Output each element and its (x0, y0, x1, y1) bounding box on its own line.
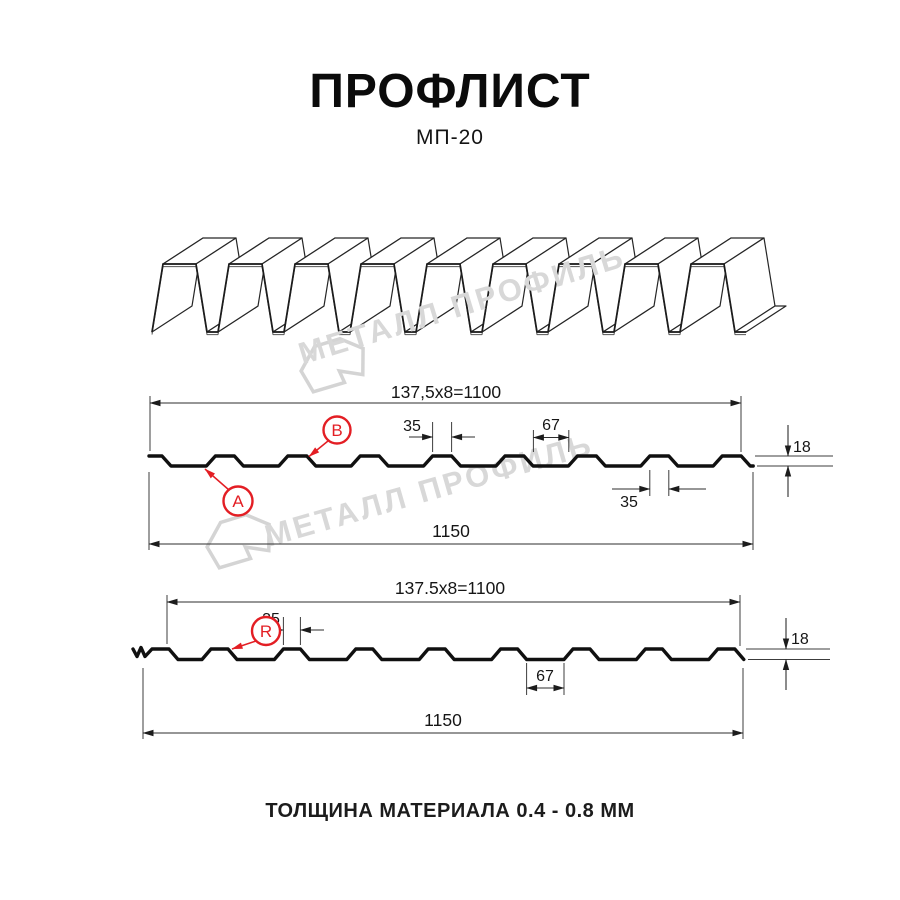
dim-height: 18 (791, 631, 809, 648)
section-a-drawing: 137,5x8=1100 35 67 18 35 (147, 382, 833, 550)
callout-arrow (231, 640, 257, 650)
dim-rib-top-width: 35 (403, 418, 421, 435)
dim-overall-width: 1150 (432, 521, 470, 541)
watermark-2: МЕТАЛЛ ПРОФИЛЬ (205, 426, 597, 570)
callout-letter-b: B (331, 421, 342, 440)
callout-circle (322, 415, 352, 445)
dim-module-width: 137.5x8=1100 (395, 578, 505, 598)
callout-arrow (204, 468, 230, 491)
sheet-3d-drawing (151, 237, 787, 336)
label-a-marker: A (204, 468, 254, 517)
label-b-marker: B (308, 415, 352, 458)
sheet-front-edge (151, 263, 746, 333)
product-code: МП-20 (416, 126, 484, 149)
dim-height: 18 (793, 439, 811, 456)
profile-outline-a (147, 454, 755, 468)
metall-profil-logo-icon (299, 336, 365, 394)
callout-letter-a: A (232, 492, 244, 511)
callout-circle (250, 615, 282, 647)
dim-rib-bottom-width: 35 (620, 494, 638, 511)
metall-profil-logo-icon (205, 512, 271, 570)
label-r-marker: R (231, 615, 282, 650)
watermark-text: МЕТАЛЛ ПРОФИЛЬ (261, 426, 597, 553)
section-r-drawing: 137.5x8=1100 35 67 18 1150 (131, 578, 830, 739)
material-thickness-note: ТОЛЩИНА МАТЕРИАЛА 0.4 - 0.8 ММ (265, 800, 635, 822)
profile-outline-r (131, 645, 746, 662)
callout-circle (222, 485, 254, 517)
dim-rib-gap: 67 (542, 417, 560, 434)
dim-overall-width: 1150 (424, 710, 462, 730)
dim-valley-width: 67 (536, 668, 554, 685)
dim-module-width: 137,5x8=1100 (391, 382, 501, 402)
page-title: ПРОФЛИСТ (309, 65, 591, 118)
callout-arrow (308, 440, 329, 458)
callout-letter-r: R (260, 622, 272, 641)
